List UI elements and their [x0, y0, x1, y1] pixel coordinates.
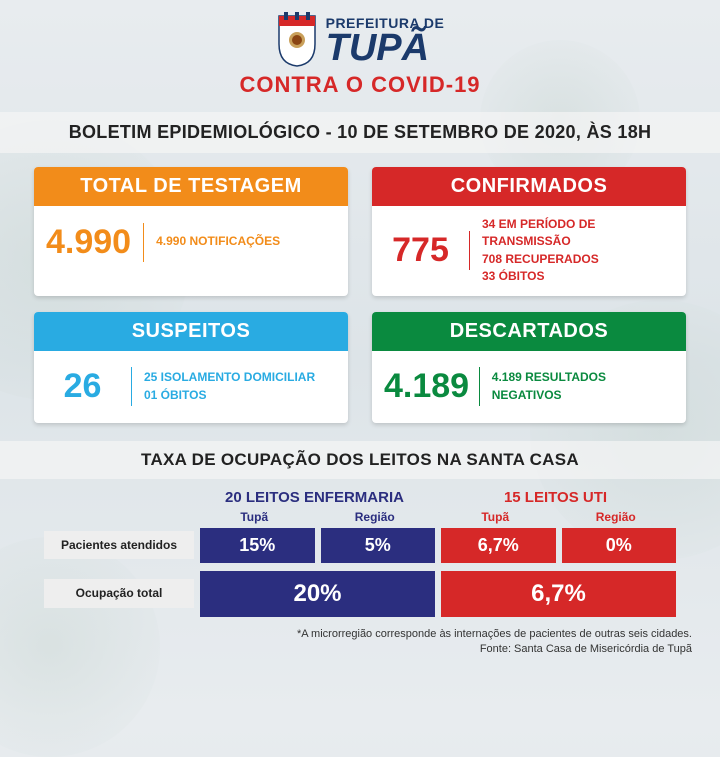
card-confirmados: CONFIRMADOS 775 34 EM PERÍODO DE TRANSMI… [372, 167, 686, 296]
card-detail: 708 RECUPERADOS [482, 251, 674, 268]
occ-total: 6,7% [441, 571, 676, 617]
header: PREFEITURA DE TUPÃ CONTRA O COVID-19 [0, 0, 720, 104]
footnote: *A microrregião corresponde às internaçõ… [0, 617, 720, 658]
card-suspeitos: SUSPEITOS 26 25 ISOLAMENTO DOMICILIAR 01… [34, 312, 348, 423]
card-detail: 01 ÓBITOS [144, 387, 315, 404]
card-value: 4.990 [46, 223, 144, 262]
footnote-line: *A microrregião corresponde às internaçõ… [28, 627, 692, 642]
col-label: Tupã [194, 510, 315, 524]
row-label: Ocupação total [44, 579, 194, 607]
occ-value: 6,7% [441, 528, 556, 563]
occupancy-table: 20 LEITOS ENFERMARIA 15 LEITOS UTI Tupã … [0, 489, 720, 617]
row-label: Pacientes atendidos [44, 531, 194, 559]
bulletin-title: BOLETIM EPIDEMIOLÓGICO - 10 DE SETEMBRO … [0, 112, 720, 153]
enfermaria-header: 20 LEITOS ENFERMARIA [194, 489, 435, 506]
col-label: Região [315, 510, 436, 524]
card-testagem: TOTAL DE TESTAGEM 4.990 4.990 NOTIFICAÇÕ… [34, 167, 348, 296]
city-name: TUPÃ [326, 31, 445, 65]
card-title: DESCARTADOS [372, 312, 686, 351]
card-detail: 4.189 RESULTADOS NEGATIVOS [492, 369, 674, 404]
card-detail: 25 ISOLAMENTO DOMICILIAR [144, 369, 315, 386]
city-crest-icon [276, 12, 318, 68]
card-title: CONFIRMADOS [372, 167, 686, 206]
footnote-line: Fonte: Santa Casa de Misericórdia de Tup… [28, 642, 692, 657]
card-descartados: DESCARTADOS 4.189 4.189 RESULTADOS NEGAT… [372, 312, 686, 423]
card-value: 775 [384, 231, 470, 270]
occ-value: 15% [200, 528, 315, 563]
subtitle: CONTRA O COVID-19 [0, 72, 720, 98]
occ-value: 0% [562, 528, 677, 563]
card-value: 26 [46, 367, 132, 406]
occupancy-title: TAXA DE OCUPAÇÃO DOS LEITOS NA SANTA CAS… [0, 441, 720, 479]
col-label: Região [556, 510, 677, 524]
card-detail: 4.990 NOTIFICAÇÕES [156, 233, 280, 250]
card-title: SUSPEITOS [34, 312, 348, 351]
card-detail: 33 ÓBITOS [482, 268, 674, 285]
uti-header: 15 LEITOS UTI [435, 489, 676, 506]
card-value: 4.189 [384, 367, 480, 406]
card-title: TOTAL DE TESTAGEM [34, 167, 348, 206]
occ-value: 5% [321, 528, 436, 563]
col-label: Tupã [435, 510, 556, 524]
occ-total: 20% [200, 571, 435, 617]
card-detail: 34 EM PERÍODO DE TRANSMISSÃO [482, 216, 674, 251]
